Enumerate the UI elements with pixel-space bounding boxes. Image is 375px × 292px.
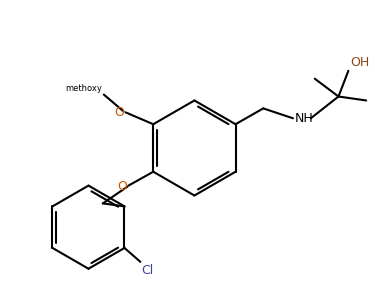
- Text: OH: OH: [350, 56, 370, 69]
- Text: O: O: [115, 106, 125, 119]
- Text: NH: NH: [295, 112, 314, 125]
- Text: Cl: Cl: [141, 264, 154, 277]
- Text: methoxy: methoxy: [65, 84, 102, 93]
- Text: O: O: [118, 180, 128, 193]
